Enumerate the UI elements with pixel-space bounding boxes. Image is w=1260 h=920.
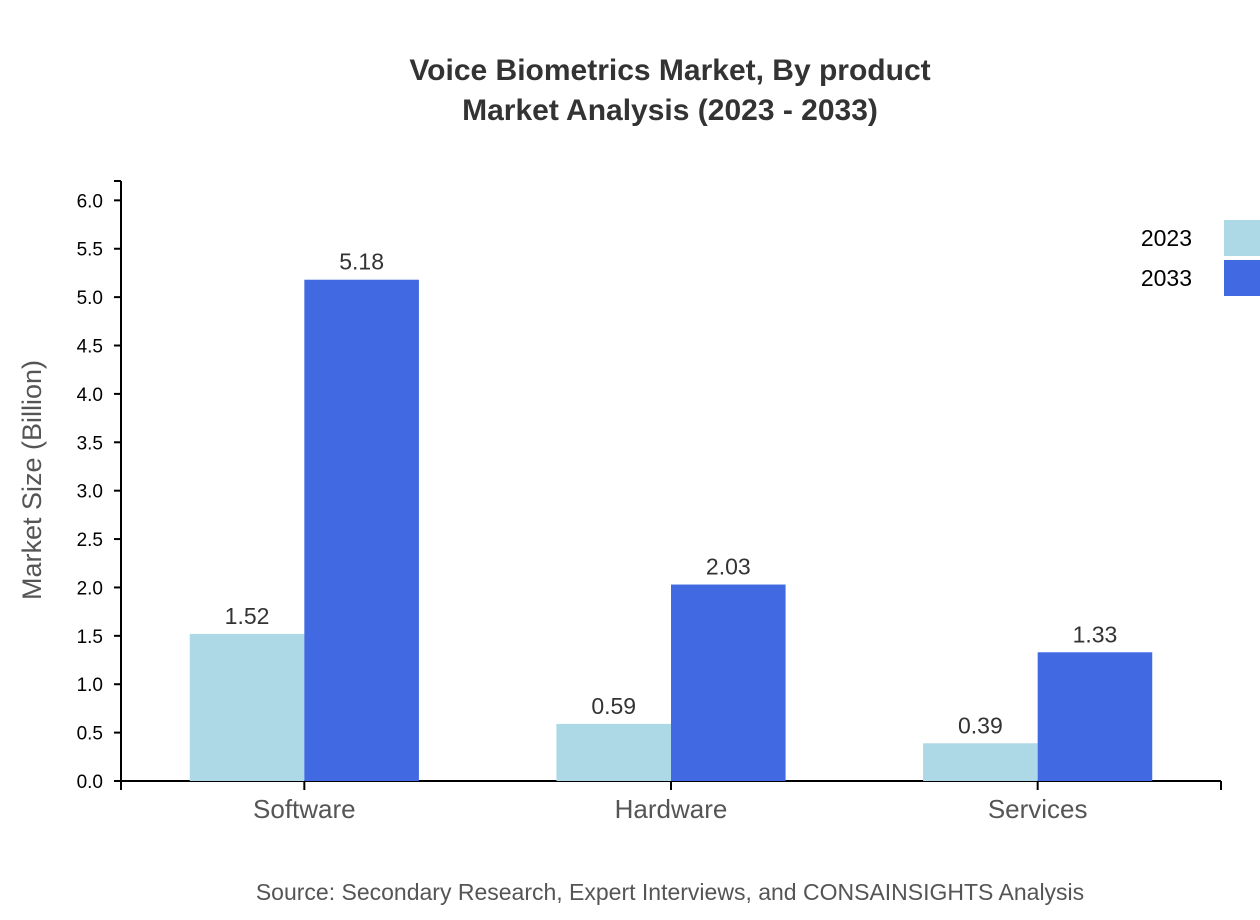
y-tick-label: 1.0	[77, 675, 103, 696]
legend-swatch-2033	[1224, 260, 1260, 296]
data-label: 1.52	[225, 603, 270, 629]
bar-2023-software	[189, 633, 305, 781]
data-label: 0.39	[958, 712, 1003, 738]
data-label: 2.03	[706, 554, 751, 580]
bar-2023-hardware	[556, 723, 671, 781]
legend-label: 2023	[1141, 225, 1192, 251]
data-label: 5.18	[339, 249, 384, 275]
y-tick-label: 0.5	[77, 724, 103, 745]
y-tick-label: 0.0	[77, 772, 103, 793]
y-axis-label: Market Size (Billion)	[17, 360, 47, 600]
y-tick-label: 3.0	[77, 482, 103, 503]
bar-2033-hardware	[671, 584, 786, 781]
y-tick-label: 4.5	[77, 337, 103, 358]
x-tick-label: Services	[988, 794, 1088, 824]
x-tick-label: Software	[253, 794, 356, 824]
chart-title: Voice Biometrics Market, By product	[409, 54, 930, 87]
y-tick-label: 4.0	[77, 385, 103, 406]
x-tick-label: Hardware	[615, 794, 728, 824]
y-tick-label: 2.5	[77, 530, 103, 551]
chart-subtitle: Market Analysis (2023 - 2033)	[462, 94, 878, 127]
y-tick-label: 3.5	[77, 433, 103, 454]
source-note: Source: Secondary Research, Expert Inter…	[256, 879, 1084, 905]
y-tick-label: 2.0	[77, 578, 103, 599]
data-label: 0.59	[591, 693, 636, 719]
y-tick-label: 5.0	[77, 288, 103, 309]
data-label: 1.33	[1073, 621, 1118, 647]
y-tick-label: 6.0	[77, 191, 103, 212]
bar-2033-software	[304, 279, 419, 781]
legend-label: 2033	[1141, 265, 1192, 291]
legend-swatch-2023	[1224, 220, 1260, 256]
bar-2023-services	[923, 743, 1038, 781]
y-tick-label: 1.5	[77, 627, 103, 648]
y-tick-label: 5.5	[77, 240, 103, 261]
bar-2033-services	[1037, 652, 1153, 781]
